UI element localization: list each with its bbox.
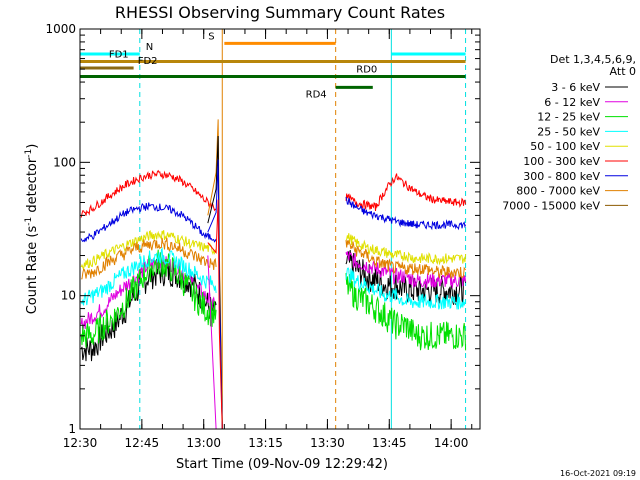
footer-timestamp: 16-Oct-2021 09:19 xyxy=(560,469,636,478)
legend-label-50-100-kev: 50 - 100 keV xyxy=(530,140,600,153)
series-trace-12-25-kev-post xyxy=(345,273,467,351)
y-tick-label: 100 xyxy=(53,155,76,169)
x-tick-label: 12:30 xyxy=(63,436,98,450)
flag-label-fd2: FD2 xyxy=(138,56,158,67)
y-axis-label-part: detector xyxy=(25,157,40,217)
series-trace-800-7000-kev-pre xyxy=(81,237,217,280)
flag-label-s: S xyxy=(208,31,214,42)
y-axis-label-superscript: -1 xyxy=(24,217,34,226)
legend: Det 1,3,4,5,6,9,Att 0 3 - 6 keV 6 - 12 keV… xyxy=(502,53,636,212)
legend-title-line: Att 0 xyxy=(610,65,636,78)
x-tick-label: 13:00 xyxy=(186,436,221,450)
series-trace-25-50-kev-post xyxy=(345,267,466,310)
x-tick-label: 13:30 xyxy=(310,436,345,450)
series-trace-100-300-kev-post xyxy=(345,173,467,211)
legend-label-7000-15000-kev: 7000 - 15000 keV xyxy=(502,199,600,212)
series-trace-50-100-kev-post xyxy=(345,233,467,266)
y-tick-label: 1 xyxy=(68,422,76,436)
y-tick-label: 1000 xyxy=(45,22,76,36)
legend-label-25-50-kev: 25 - 50 keV xyxy=(537,125,600,138)
plot-frame xyxy=(79,28,481,430)
flag-label-n: N xyxy=(146,42,153,53)
legend-label-800-7000-kev: 800 - 7000 keV xyxy=(516,185,600,198)
flag-label-rd0: RD0 xyxy=(356,65,377,76)
y-axis-label-part: ) xyxy=(25,144,40,149)
flare-spike-3 xyxy=(207,199,223,430)
series-trace-100-300-kev-pre xyxy=(80,169,217,218)
chart-title: RHESSI Observing Summary Count Rates xyxy=(115,3,445,22)
series-trace-50-100-kev-pre xyxy=(80,230,217,270)
series-trace-800-7000-kev-post xyxy=(345,240,467,279)
x-axis-label: Start Time (09-Nov-09 12:29:42) xyxy=(176,457,388,472)
legend-label-300-800-kev: 300 - 800 keV xyxy=(523,170,600,183)
y-axis-label-superscript: -1 xyxy=(24,149,34,158)
y-axis-label: Count Rate (s-1 detector-1) xyxy=(24,144,40,315)
flag-label-fd1: FD1 xyxy=(109,50,129,61)
x-tick-label: 13:45 xyxy=(372,436,407,450)
series-trace-25-50-kev-pre xyxy=(80,246,217,306)
legend-title-line: Det 1,3,4,5,6,9, xyxy=(550,53,636,66)
legend-label-6-12-kev: 6 - 12 keV xyxy=(544,96,600,109)
legend-label-12-25-kev: 12 - 25 keV xyxy=(537,111,600,124)
series-trace-300-800-kev-post xyxy=(345,196,467,231)
y-tick-label: 10 xyxy=(61,289,76,303)
plot-area: N S FD1 FD2 RD0 RD4 1 10 100 1000 12:30 12:45 13:00 1… xyxy=(24,22,481,450)
x-tick-label: 12:45 xyxy=(125,436,160,450)
legend-label-100-300-kev: 100 - 300 keV xyxy=(523,155,600,168)
legend-label-3-6-kev: 3 - 6 keV xyxy=(551,81,600,94)
x-tick-label: 13:15 xyxy=(248,436,283,450)
flare-spike-0 xyxy=(207,119,223,430)
x-tick-label: 14:00 xyxy=(434,436,469,450)
flag-label-rd4: RD4 xyxy=(306,89,327,100)
y-axis-label-part: Count Rate (s xyxy=(25,226,40,315)
flare-spike-2 xyxy=(207,159,223,430)
series-trace-300-800-kev-pre xyxy=(80,202,217,243)
